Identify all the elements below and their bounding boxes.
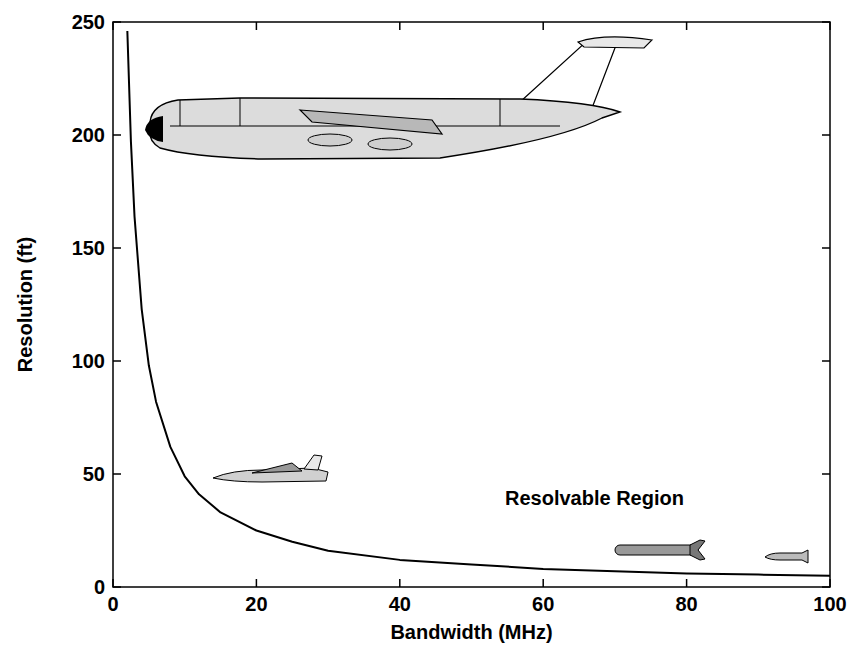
c5-htail [578,37,652,48]
y-tick-label: 100 [72,350,105,372]
x-axis-title: Bandwidth (MHz) [390,621,552,643]
x-tick-label: 100 [813,593,846,615]
x-tick-label: 0 [107,593,118,615]
x-tick [399,579,401,587]
plot-frame [113,22,830,587]
x-tick-top [399,22,401,30]
f15-wing [252,463,302,473]
x-tick-label: 40 [389,593,411,615]
y-tick-label: 150 [72,237,105,259]
x-tick [686,579,688,587]
c5-engine [368,138,412,150]
x-tick-top [256,22,258,30]
x-tick-label: 20 [245,593,267,615]
x-tick [829,579,831,587]
y-tick-right [822,473,830,475]
c5-fuselage [149,98,620,159]
missile-body [615,545,697,555]
x-tick-top [112,22,114,30]
x-tick [542,579,544,587]
c5-wing [300,110,442,134]
missile-fins [690,540,705,560]
x-tick [256,579,258,587]
y-tick [113,247,121,249]
plot-data [127,31,830,576]
x-tick-top [829,22,831,30]
chart: 0 20 40 60 80 100 0 50 100 150 200 250 Bandwidth (MH… [0,0,859,665]
y-tick-label: 50 [83,463,105,485]
y-tick-right [822,586,830,588]
y-tick-right [822,247,830,249]
aircraft-icons [145,37,808,563]
y-axis-title: Resolution (ft) [14,237,36,373]
y-tick [113,586,121,588]
x-tick-top [686,22,688,30]
x-tick-top [542,22,544,30]
x-tick-label: 80 [675,593,697,615]
y-tick [113,473,121,475]
y-tick [113,134,121,136]
y-tick-right [822,360,830,362]
x-tick [112,579,114,587]
x-tick-label: 60 [532,593,554,615]
f15-tail [304,455,322,470]
small-missile [765,550,808,563]
annotation: Resolvable Region [505,487,684,509]
y-tick [113,21,121,23]
c5-tail [520,40,618,108]
y-tick-label: 200 [72,124,105,146]
y-tick-label: 250 [72,11,105,33]
c5-engine [308,134,352,146]
y-tick-right [822,21,830,23]
y-tick [113,360,121,362]
y-tick-right [822,134,830,136]
c5-nose [145,116,163,142]
y-tick-label: 0 [94,576,105,598]
resolution-curve [127,31,830,576]
